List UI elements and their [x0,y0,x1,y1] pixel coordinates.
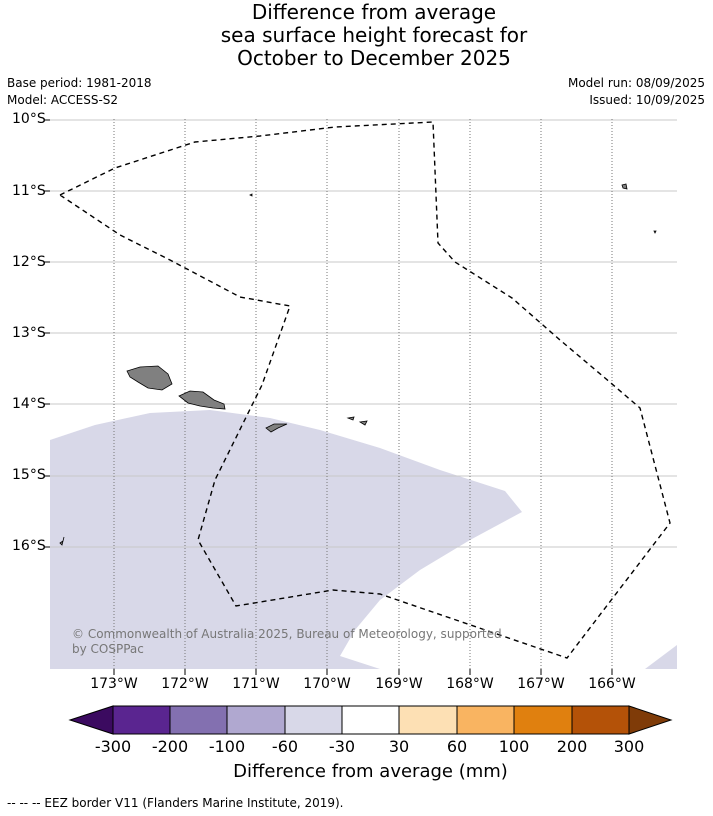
model-run-label: Model run: 08/09/2025 [567,76,705,90]
lon-label-172w: 172°W [161,676,209,692]
colorbar-tick-label: 300 [613,737,645,756]
island-upolu [178,390,226,410]
title-line-2: sea surface height forecast for [220,23,528,47]
colorbar-tick-label: -100 [208,737,246,756]
colorbar-swatch-8 [513,705,573,735]
lat-label-13s: 13°S [12,325,46,341]
island-tutuila [265,423,288,433]
copyright-line-2: by COSPPac [72,642,144,656]
lon-label-166w: 166°W [588,676,636,692]
anomaly-region-corner [645,645,677,669]
model-label: Model: ACCESS-S2 [7,93,119,107]
colorbar-swatch-6 [398,705,458,735]
islet-2 [621,183,628,190]
lon-label-167w: 167°W [517,676,565,692]
eez-footnote: -- -- -- EEZ border V11 (Flanders Marine… [7,796,344,810]
anomaly-region [50,410,522,669]
lat-label-10s: 10°S [12,111,46,127]
colorbar-tick-label: -200 [151,737,189,756]
colorbar-tick-label: -300 [94,737,132,756]
islet-4 [59,536,65,546]
lon-label-171w: 171°W [232,676,280,692]
colorbar-arrow-high [628,705,673,735]
islet-1 [249,193,253,197]
colorbar-swatch-3 [226,705,286,735]
lat-label-16s: 16°S [12,538,46,554]
colorbar-tick-label: 30 [388,737,410,756]
colorbar-swatch-4 [284,705,343,735]
issued-label: Issued: 10/09/2025 [589,93,705,107]
colorbar-swatch-5 [341,705,400,735]
colorbar-swatch-2 [169,705,228,735]
islet-3 [653,230,657,234]
colorbar-tick-label: 200 [556,737,588,756]
lat-label-14s: 14°S [12,396,46,412]
lat-label-11s: 11°S [12,183,46,199]
island-savaii [126,365,173,391]
lon-label-170w: 170°W [303,676,351,692]
lon-label-168w: 168°W [446,676,494,692]
colorbar-arrow-low [68,705,114,735]
lat-label-15s: 15°S [12,467,46,483]
island-ofu [346,416,355,421]
tick-marks [44,119,613,675]
colorbar-swatch-1 [112,705,171,735]
title-line-3: October to December 2025 [237,46,511,70]
title-line-1: Difference from average [251,0,497,24]
base-period-label: Base period: 1981-2018 [7,76,152,90]
colorbar-swatch-7 [456,705,515,735]
latitude-gridlines [50,119,677,548]
colorbar-tick-label: 100 [498,737,530,756]
lat-label-12s: 12°S [12,254,46,270]
colorbar [68,705,673,735]
copyright-line-1: © Commonwealth of Australia 2025, Bureau… [72,627,502,641]
lon-label-169w: 169°W [375,676,423,692]
colorbar-tick-label: -30 [328,737,356,756]
copyright-notice: © Commonwealth of Australia 2025, Bureau… [72,627,502,657]
colorbar-title: Difference from average (mm) [233,761,508,782]
eez-border [58,121,671,659]
island-tau [358,420,368,426]
land [59,183,657,546]
lon-label-173w: 173°W [90,676,138,692]
colorbar-swatch-9 [571,705,630,735]
colorbar-tick-label: -60 [271,737,299,756]
colorbar-tick-label: 60 [446,737,468,756]
